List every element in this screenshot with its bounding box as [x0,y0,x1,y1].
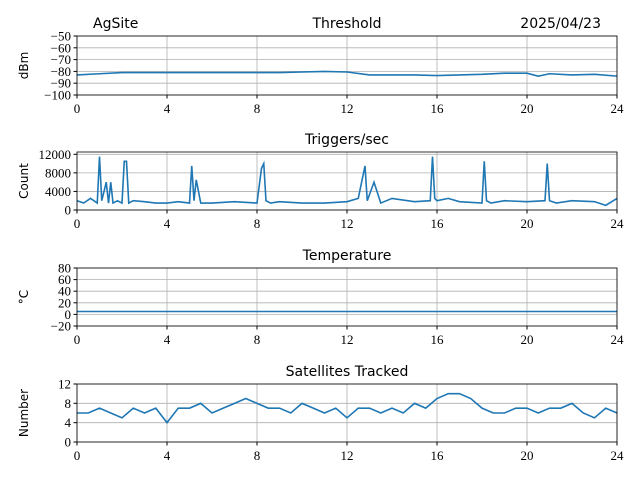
data-line [76,156,618,207]
axes-frame [76,151,618,211]
chart-title: Triggers/sec [304,132,389,148]
y-axis-label: Number [17,389,31,437]
annotation: AgSite [93,16,138,32]
x-tick-label: 0 [74,332,81,347]
annotation: 2025/04/23 [520,16,601,32]
x-tick-label: 4 [164,448,171,463]
y-axis-label: dBm [17,52,31,80]
chart-title: Satellites Tracked [286,364,409,380]
y-tick-label: 8 [65,396,72,411]
y-tick-label: 8000 [45,165,71,180]
x-tick-label: 24 [611,332,625,347]
y-tick-label: −20 [51,319,71,334]
x-tick-label: 0 [74,101,81,116]
y-tick-label: 0 [65,203,72,218]
x-tick-label: 12 [341,448,354,463]
x-tick-label: 24 [611,448,625,463]
axes-frame [76,35,618,96]
chart-title: Threshold [312,16,382,32]
x-tick-label: 16 [431,448,445,463]
x-tick-label: 16 [431,332,445,347]
y-tick-label: 0 [65,435,72,450]
y-tick-label: 12 [58,377,71,392]
x-tick-label: 8 [254,216,261,231]
y-tick-label: 60 [58,272,71,287]
y-tick-label: −70 [51,52,71,67]
x-tick-label: 4 [164,216,171,231]
x-tick-label: 20 [521,216,534,231]
x-tick-label: 12 [341,101,354,116]
axes-frame [76,267,618,327]
y-tick-label: 40 [58,284,71,299]
y-tick-label: −80 [51,64,71,79]
y-tick-label: 4000 [45,184,71,199]
x-tick-label: 12 [341,216,354,231]
x-tick-label: 16 [431,216,445,231]
x-tick-label: 8 [254,448,261,463]
y-tick-label: −90 [51,76,71,91]
axes-frame [76,383,618,443]
chart-title: Temperature [302,248,392,264]
y-tick-label: −100 [44,88,71,103]
x-tick-label: 20 [521,448,534,463]
x-tick-label: 8 [254,101,261,116]
y-tick-label: 80 [58,261,71,276]
x-tick-label: 0 [74,216,81,231]
data-line [76,70,618,77]
x-tick-label: 4 [164,332,171,347]
x-tick-label: 16 [431,101,445,116]
x-tick-label: 20 [521,332,534,347]
x-tick-label: 20 [521,101,534,116]
x-tick-label: 8 [254,332,261,347]
y-tick-label: 12000 [39,147,72,162]
y-tick-label: 20 [58,295,71,310]
y-axis-label: °C [17,290,31,304]
y-tick-label: 4 [65,415,72,430]
x-tick-label: 0 [74,448,81,463]
x-tick-label: 12 [341,332,354,347]
y-tick-label: −50 [51,29,71,44]
x-tick-label: 4 [164,101,171,116]
x-tick-label: 24 [611,101,625,116]
x-tick-label: 24 [611,216,625,231]
y-tick-label: −60 [51,40,71,55]
y-tick-label: 0 [65,307,72,322]
y-axis-label: Count [17,163,31,199]
data-line [77,392,618,424]
